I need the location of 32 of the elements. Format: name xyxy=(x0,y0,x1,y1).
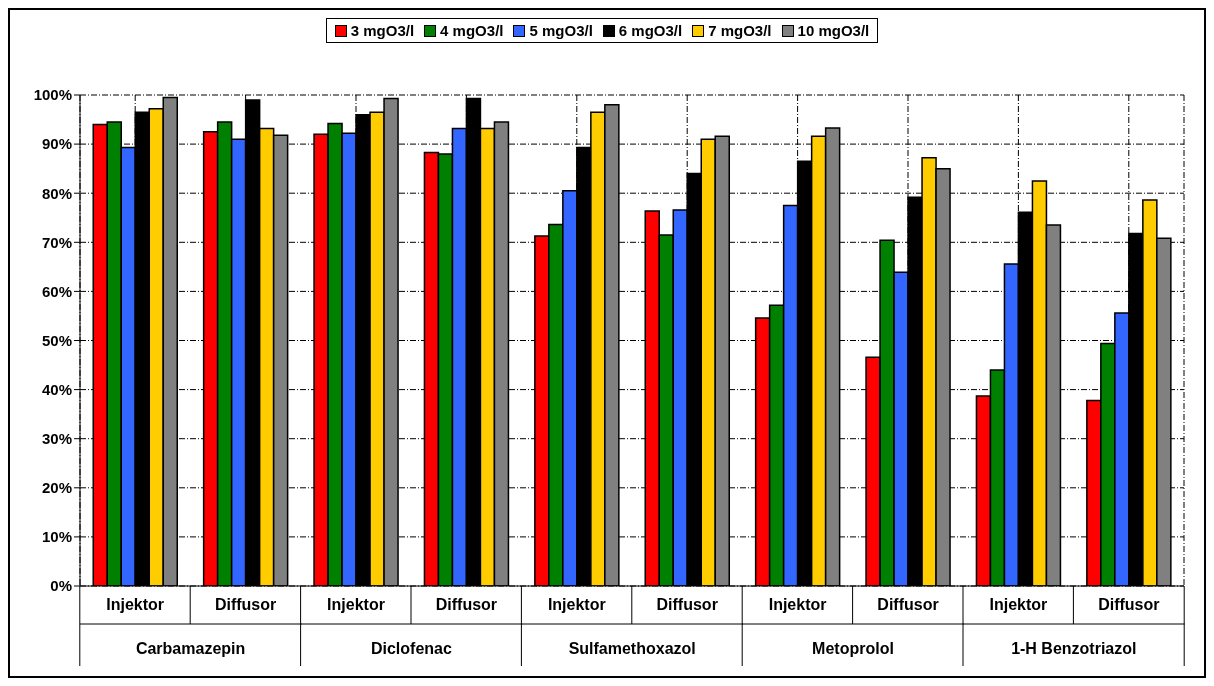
x-tick-label: Diffusor xyxy=(214,596,277,613)
text: Diclofenac xyxy=(370,640,452,657)
x-tick-label: Diffusor xyxy=(435,596,498,613)
y-tick-label: 0% xyxy=(50,577,72,595)
y-tick-label: 90% xyxy=(41,135,72,153)
legend-label: 7 mgO3/l xyxy=(707,22,772,39)
y-tick-label: 100% xyxy=(33,86,72,104)
y-tick-label: 80% xyxy=(41,184,72,202)
y-tick-label: 40% xyxy=(41,380,72,398)
y-tick-label: 10% xyxy=(41,528,72,546)
legend-label: 6 mgO3/l xyxy=(617,22,683,39)
x-tick-label: Diffusor xyxy=(1098,596,1160,613)
legend-label: 5 mgO3/l xyxy=(528,22,593,39)
text: Sulfamethoxazol xyxy=(568,640,696,657)
x-tick-label: Diffusor xyxy=(877,596,939,613)
legend-label: 4 mgO3/l xyxy=(439,22,504,39)
text: Carbamazepin xyxy=(135,640,246,657)
y-tick-label: 20% xyxy=(41,479,72,497)
legend-label: 10 mgO3/l xyxy=(796,22,870,39)
x-tick-label: Injektor xyxy=(989,596,1048,613)
x-tick-label: Injektor xyxy=(768,596,827,613)
x-tick-label: Injektor xyxy=(547,596,606,613)
x-tick-label: Injektor xyxy=(327,596,385,613)
legend-label: 3 mgO3/l xyxy=(349,22,415,39)
y-tick-label: 50% xyxy=(41,331,72,349)
text: 1-H Benzotriazol xyxy=(1011,640,1137,657)
text: Metoprolol xyxy=(812,640,894,657)
y-tick-label: 30% xyxy=(41,430,72,448)
x-tick-label: Diffusor xyxy=(656,596,718,613)
x-tick-label: Injektor xyxy=(106,596,165,613)
y-tick-label: 70% xyxy=(41,233,72,251)
y-tick-label: 60% xyxy=(41,282,72,300)
